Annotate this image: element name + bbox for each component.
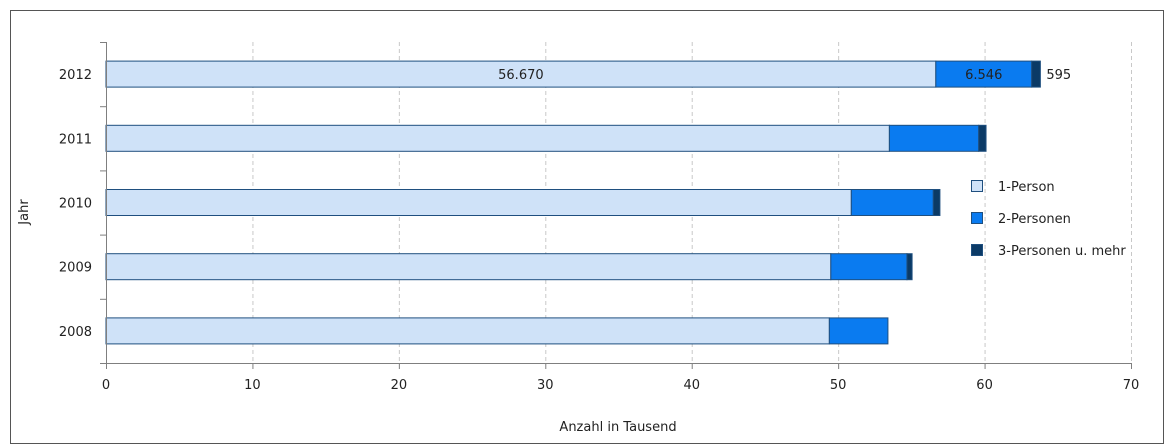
x-tick-label-20: 20 (391, 378, 408, 393)
x-tick-label-30: 30 (537, 378, 554, 393)
bar-2009-series-2 (906, 253, 913, 281)
x-tick-label-50: 50 (830, 378, 847, 393)
x-axis-title: Anzahl in Tausend (559, 420, 676, 435)
y-tick-label-2011: 2011 (59, 132, 92, 147)
data-label-2012-series-2: 595 (1046, 68, 1071, 83)
bar-2010-series-1 (850, 189, 934, 216)
legend: 1-Person 2-Personen 3-Personen u. mehr (971, 180, 1126, 259)
data-label-2012-series-0: 56.670 (498, 68, 544, 83)
bar-2011-series-0 (105, 124, 890, 152)
legend-swatch-0 (971, 180, 983, 192)
y-tick-label-2010: 2010 (59, 197, 92, 212)
axis-layer: 0 10 20 30 40 50 60 70 2012 2011 2010 2009 2008 (59, 42, 1139, 393)
legend-swatch-2 (971, 244, 983, 256)
x-tick-label-0: 0 (102, 378, 110, 393)
x-tick-label-60: 60 (976, 378, 993, 393)
legend-label-0: 1-Person (998, 180, 1055, 195)
y-axis-title: Jahr (17, 199, 32, 226)
bar-layer (105, 60, 1041, 345)
y-tick-label-2012: 2012 (59, 68, 92, 83)
bar-2009-series-0 (105, 253, 832, 281)
x-tick-label-40: 40 (683, 378, 700, 393)
bar-2008-series-1 (828, 317, 889, 345)
bar-2012-series-1 (935, 60, 1033, 88)
x-tick-label-70: 70 (1123, 378, 1140, 393)
bar-2011-series-1 (888, 124, 980, 152)
bar-2010-series-2 (932, 189, 941, 216)
label-layer: 56.670 6.546 595 (498, 68, 1071, 83)
legend-label-2: 3-Personen u. mehr (998, 244, 1126, 259)
grid-layer (252, 42, 1132, 363)
bar-2008-series-0 (105, 317, 830, 345)
x-tick-label-10: 10 (244, 378, 261, 393)
bar-2012-series-2 (1031, 60, 1041, 88)
data-label-2012-series-1: 6.546 (965, 68, 1002, 83)
legend-swatch-1 (971, 212, 983, 224)
bar-2009-series-1 (830, 253, 908, 281)
legend-label-1: 2-Personen (998, 212, 1071, 227)
bar-2012-series-0 (105, 60, 937, 88)
bar-2011-series-2 (978, 124, 987, 152)
bar-2010-series-0 (105, 189, 852, 216)
y-tick-label-2009: 2009 (59, 261, 92, 276)
y-tick-label-2008: 2008 (59, 325, 92, 340)
